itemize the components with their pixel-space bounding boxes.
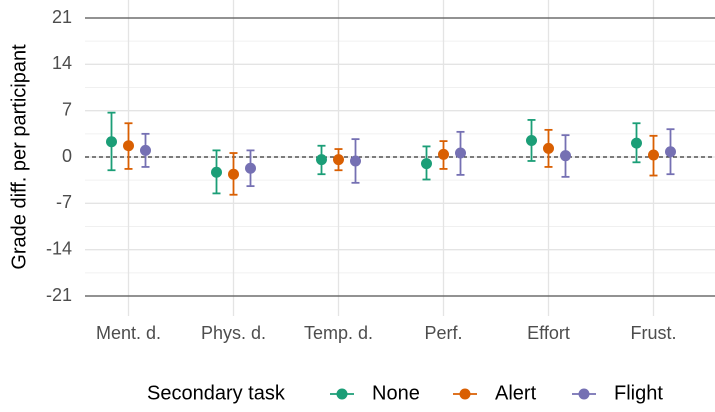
legend-label: Flight: [614, 382, 663, 404]
x-tick-label: Perf.: [424, 323, 462, 343]
point: [245, 162, 256, 174]
x-tick-label: Frust.: [630, 323, 676, 343]
legend-label: Alert: [495, 382, 537, 404]
point: [560, 150, 571, 162]
point: [438, 148, 449, 160]
y-tick-label: 14: [52, 53, 72, 73]
y-axis-label: Grade diff. per participant: [8, 44, 30, 270]
point: [631, 137, 642, 149]
y-tick-label: -14: [46, 238, 72, 258]
point: [140, 144, 151, 156]
point: [543, 142, 554, 154]
point: [228, 168, 239, 180]
legend-key: [336, 388, 348, 400]
legend-key: [578, 388, 590, 400]
legend-label: None: [372, 382, 420, 404]
x-tick-label: Ment. d.: [96, 323, 161, 343]
point: [350, 155, 361, 167]
point: [333, 154, 344, 166]
x-tick-label: Temp. d.: [304, 323, 373, 343]
point: [455, 147, 466, 159]
y-tick-label: 7: [62, 99, 72, 119]
x-tick-label: Effort: [527, 323, 570, 343]
point: [211, 166, 222, 178]
y-tick-label: 21: [52, 7, 72, 27]
point: [106, 136, 117, 148]
legend-title: Secondary task: [147, 382, 286, 404]
point: [665, 146, 676, 158]
point: [123, 140, 134, 152]
point: [421, 158, 432, 170]
point: [648, 149, 659, 161]
point: [316, 154, 327, 166]
y-tick-label: 0: [62, 146, 72, 166]
legend-key: [459, 388, 471, 400]
y-tick-label: -21: [46, 285, 72, 305]
y-tick-label: -7: [56, 192, 72, 212]
point: [526, 134, 537, 146]
x-tick-label: Phys. d.: [201, 323, 266, 343]
